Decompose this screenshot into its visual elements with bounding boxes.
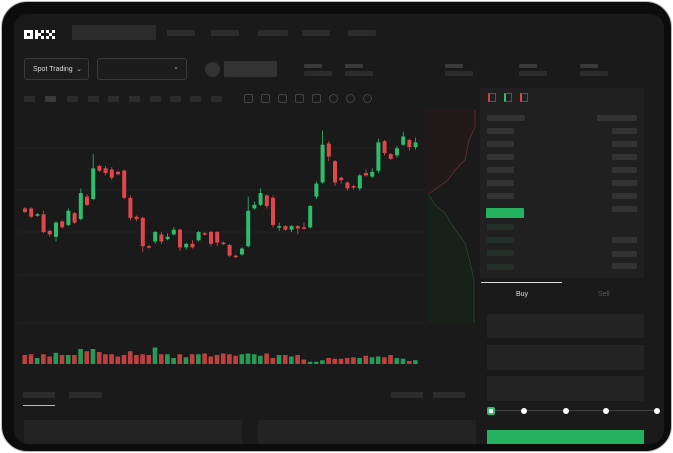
bottom-panel-left bbox=[24, 420, 242, 444]
timeframe-button[interactable] bbox=[24, 96, 35, 102]
total-input[interactable] bbox=[487, 376, 644, 401]
bid-amount bbox=[612, 237, 637, 243]
timeframe-button[interactable] bbox=[170, 96, 181, 102]
order-book-view-asks-icon[interactable] bbox=[520, 93, 528, 102]
ask-price bbox=[487, 141, 514, 147]
stat-label bbox=[345, 64, 363, 68]
buy-tab-underline bbox=[481, 282, 562, 283]
bottom-action[interactable] bbox=[391, 392, 423, 398]
stat-label bbox=[580, 64, 598, 68]
bottom-action[interactable] bbox=[433, 392, 465, 398]
nav-item[interactable] bbox=[211, 30, 239, 36]
search-bar[interactable] bbox=[72, 25, 156, 40]
ask-amount bbox=[612, 167, 637, 173]
timeframe-button[interactable] bbox=[88, 96, 99, 102]
bid-price bbox=[487, 264, 514, 270]
ask-price bbox=[487, 154, 514, 160]
stat-label bbox=[519, 64, 537, 68]
nav-item[interactable] bbox=[302, 30, 330, 36]
slider-stop[interactable] bbox=[603, 408, 609, 414]
settings-icon[interactable] bbox=[346, 94, 355, 103]
timeframe-button[interactable] bbox=[211, 96, 222, 102]
amount-slider-track[interactable] bbox=[492, 410, 658, 411]
bottom-panel-right bbox=[258, 420, 476, 444]
pencil-icon[interactable] bbox=[312, 94, 321, 103]
ask-price bbox=[487, 180, 514, 186]
chart-type-icon[interactable] bbox=[261, 94, 270, 103]
bottom-tab-underline bbox=[23, 405, 55, 406]
price-input[interactable] bbox=[487, 314, 644, 338]
order-book-view-bids-icon[interactable] bbox=[504, 93, 512, 102]
timeframe-button[interactable] bbox=[190, 96, 201, 102]
timeframe-button[interactable] bbox=[45, 96, 56, 102]
stat-value bbox=[345, 71, 373, 76]
ask-amount bbox=[612, 141, 637, 147]
ask-price bbox=[487, 193, 514, 199]
market-selector[interactable]: Spot Trading ⌄ bbox=[24, 58, 89, 80]
bid-amount bbox=[612, 263, 637, 269]
sell-tab[interactable]: Sell bbox=[598, 291, 610, 298]
target-icon[interactable] bbox=[329, 94, 338, 103]
stat-label bbox=[304, 64, 322, 68]
nav-item[interactable] bbox=[258, 30, 288, 36]
pair-selector[interactable]: ⌄ bbox=[97, 58, 187, 80]
timeframe-button[interactable] bbox=[108, 96, 119, 102]
ask-price bbox=[487, 128, 514, 134]
timeframe-button[interactable] bbox=[150, 96, 161, 102]
bid-price bbox=[487, 250, 514, 256]
slider-stop[interactable] bbox=[521, 408, 527, 414]
ask-amount bbox=[612, 206, 637, 212]
trend-icon[interactable] bbox=[295, 94, 304, 103]
book-header-amount bbox=[597, 115, 637, 121]
nav-item[interactable] bbox=[167, 30, 195, 36]
chevron-down-icon: ⌄ bbox=[76, 66, 82, 73]
stat-value bbox=[445, 71, 473, 76]
chevron-down-icon: ⌄ bbox=[173, 64, 179, 71]
ask-price bbox=[487, 167, 514, 173]
ask-amount bbox=[612, 180, 637, 186]
fullscreen-icon[interactable] bbox=[363, 94, 372, 103]
bid-amount bbox=[612, 251, 637, 257]
buy-submit-button[interactable] bbox=[487, 430, 644, 444]
bottom-tab-history[interactable] bbox=[69, 392, 102, 398]
market-selector-label: Spot Trading bbox=[33, 65, 73, 73]
coin-icon bbox=[205, 62, 220, 77]
stat-value bbox=[580, 71, 608, 76]
ask-amount bbox=[612, 128, 637, 134]
nav-item[interactable] bbox=[348, 30, 376, 36]
app-screen: Spot Trading ⌄ ⌄ Buy Sell bbox=[14, 14, 664, 444]
slider-stop[interactable] bbox=[563, 408, 569, 414]
ask-amount bbox=[612, 154, 637, 160]
stat-value bbox=[519, 71, 547, 76]
ask-amount bbox=[612, 193, 637, 199]
amount-input[interactable] bbox=[487, 345, 644, 370]
drawing-icon[interactable] bbox=[278, 94, 287, 103]
bottom-tab-open-orders[interactable] bbox=[23, 392, 55, 398]
last-price bbox=[486, 208, 524, 218]
stat-label bbox=[445, 64, 463, 68]
stat-value bbox=[304, 71, 332, 76]
okx-logo[interactable] bbox=[24, 27, 56, 39]
timeframe-button[interactable] bbox=[129, 96, 140, 102]
bid-price bbox=[487, 237, 514, 243]
bid-price bbox=[487, 224, 514, 230]
buy-tab[interactable]: Buy bbox=[516, 291, 529, 298]
slider-stop[interactable] bbox=[487, 407, 495, 415]
indicator-icon[interactable] bbox=[244, 94, 253, 103]
timeframe-button[interactable] bbox=[67, 96, 78, 102]
slider-stop[interactable] bbox=[654, 408, 660, 414]
order-book-view-both-icon[interactable] bbox=[488, 93, 496, 102]
pair-price bbox=[224, 61, 277, 77]
book-header-price bbox=[487, 115, 525, 121]
